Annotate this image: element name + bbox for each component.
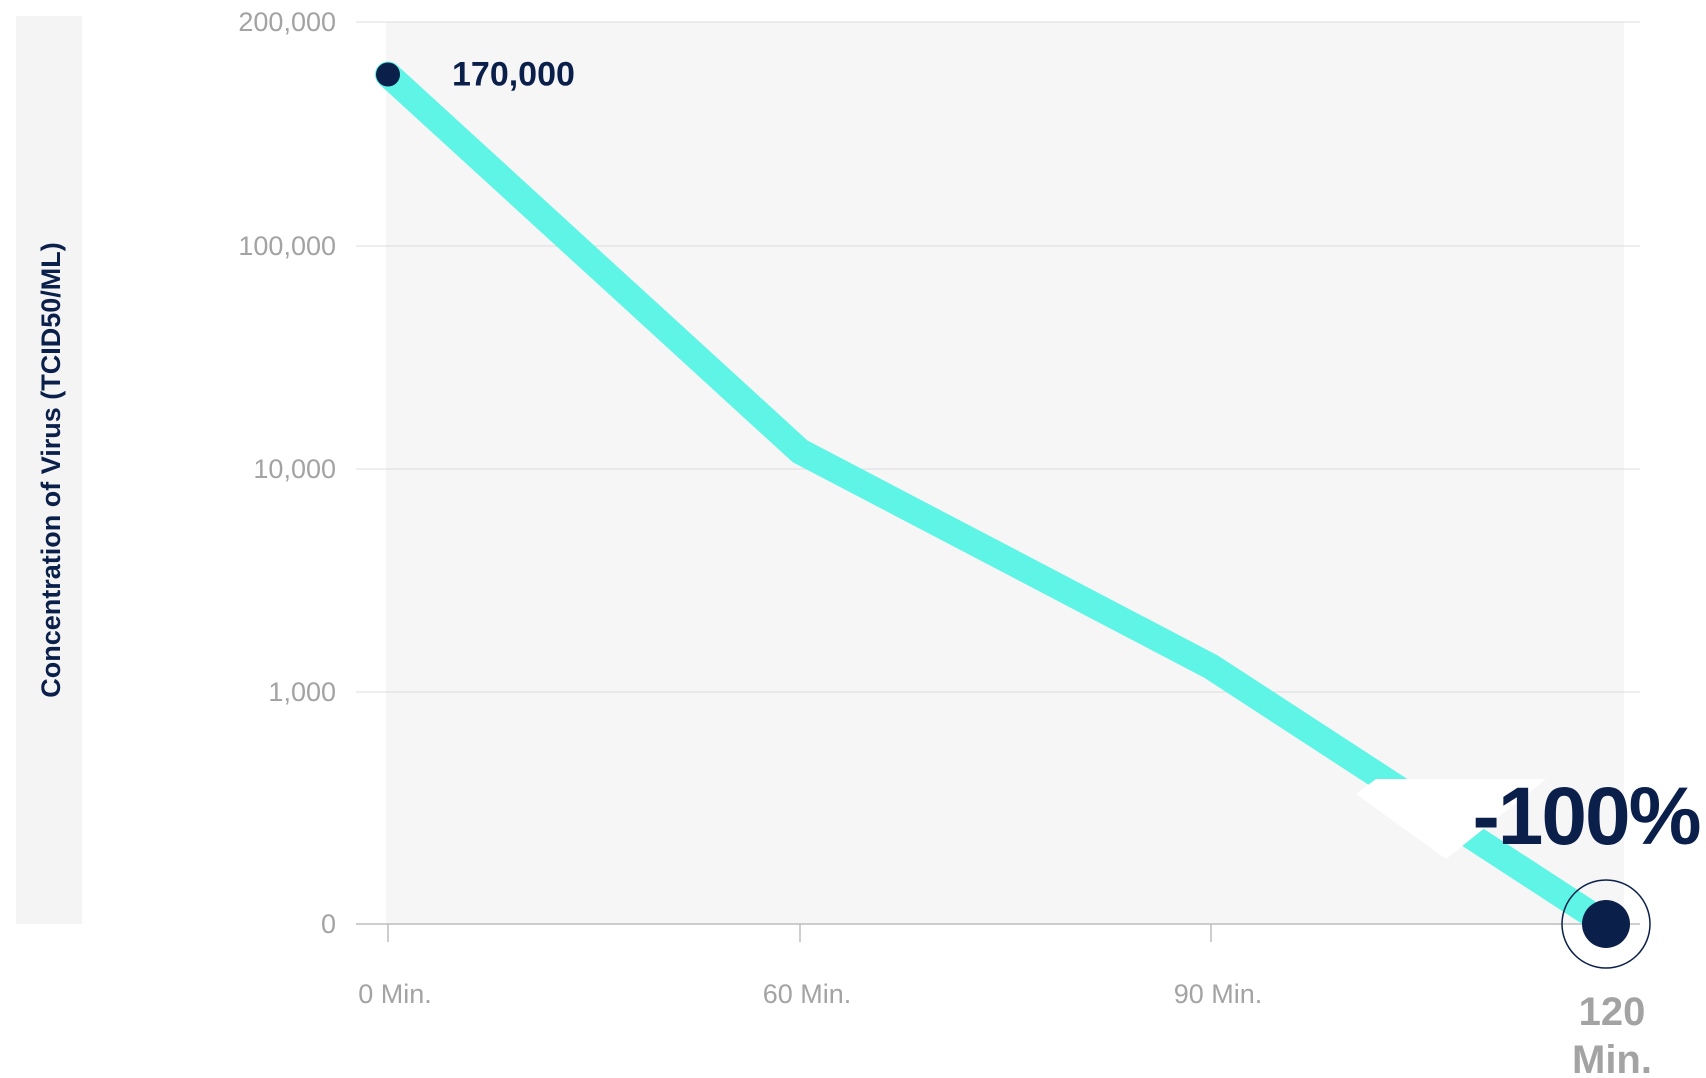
x-tick-label: 60 Min. xyxy=(763,979,852,1009)
data-labels: 170,000 -100% xyxy=(452,56,1702,862)
x-tick-label: 0 Min. xyxy=(358,979,432,1009)
y-tick-label: 10,000 xyxy=(253,454,336,484)
data-point-marker xyxy=(1582,900,1630,948)
y-tick-label: 100,000 xyxy=(238,231,336,261)
data-point-marker xyxy=(376,62,400,87)
plot-area xyxy=(386,22,1624,925)
x-tick-label: Min. xyxy=(1572,1038,1652,1078)
ylabel-panel xyxy=(16,16,82,924)
highlight-ring xyxy=(1561,879,1651,969)
y-tick-label: 1,000 xyxy=(268,677,336,707)
y-tick-label: 0 xyxy=(321,909,336,939)
data-label: 170,000 xyxy=(452,56,575,94)
y-tick-label: 200,000 xyxy=(238,7,336,37)
y-axis-label: Concentration of Virus (TCID50/ML) xyxy=(36,242,66,698)
label-backdrop xyxy=(1356,779,1546,859)
data-label: -100% xyxy=(1472,771,1699,862)
x-tick-label: 120 xyxy=(1579,990,1646,1034)
x-tick-label: 90 Min. xyxy=(1174,979,1263,1009)
